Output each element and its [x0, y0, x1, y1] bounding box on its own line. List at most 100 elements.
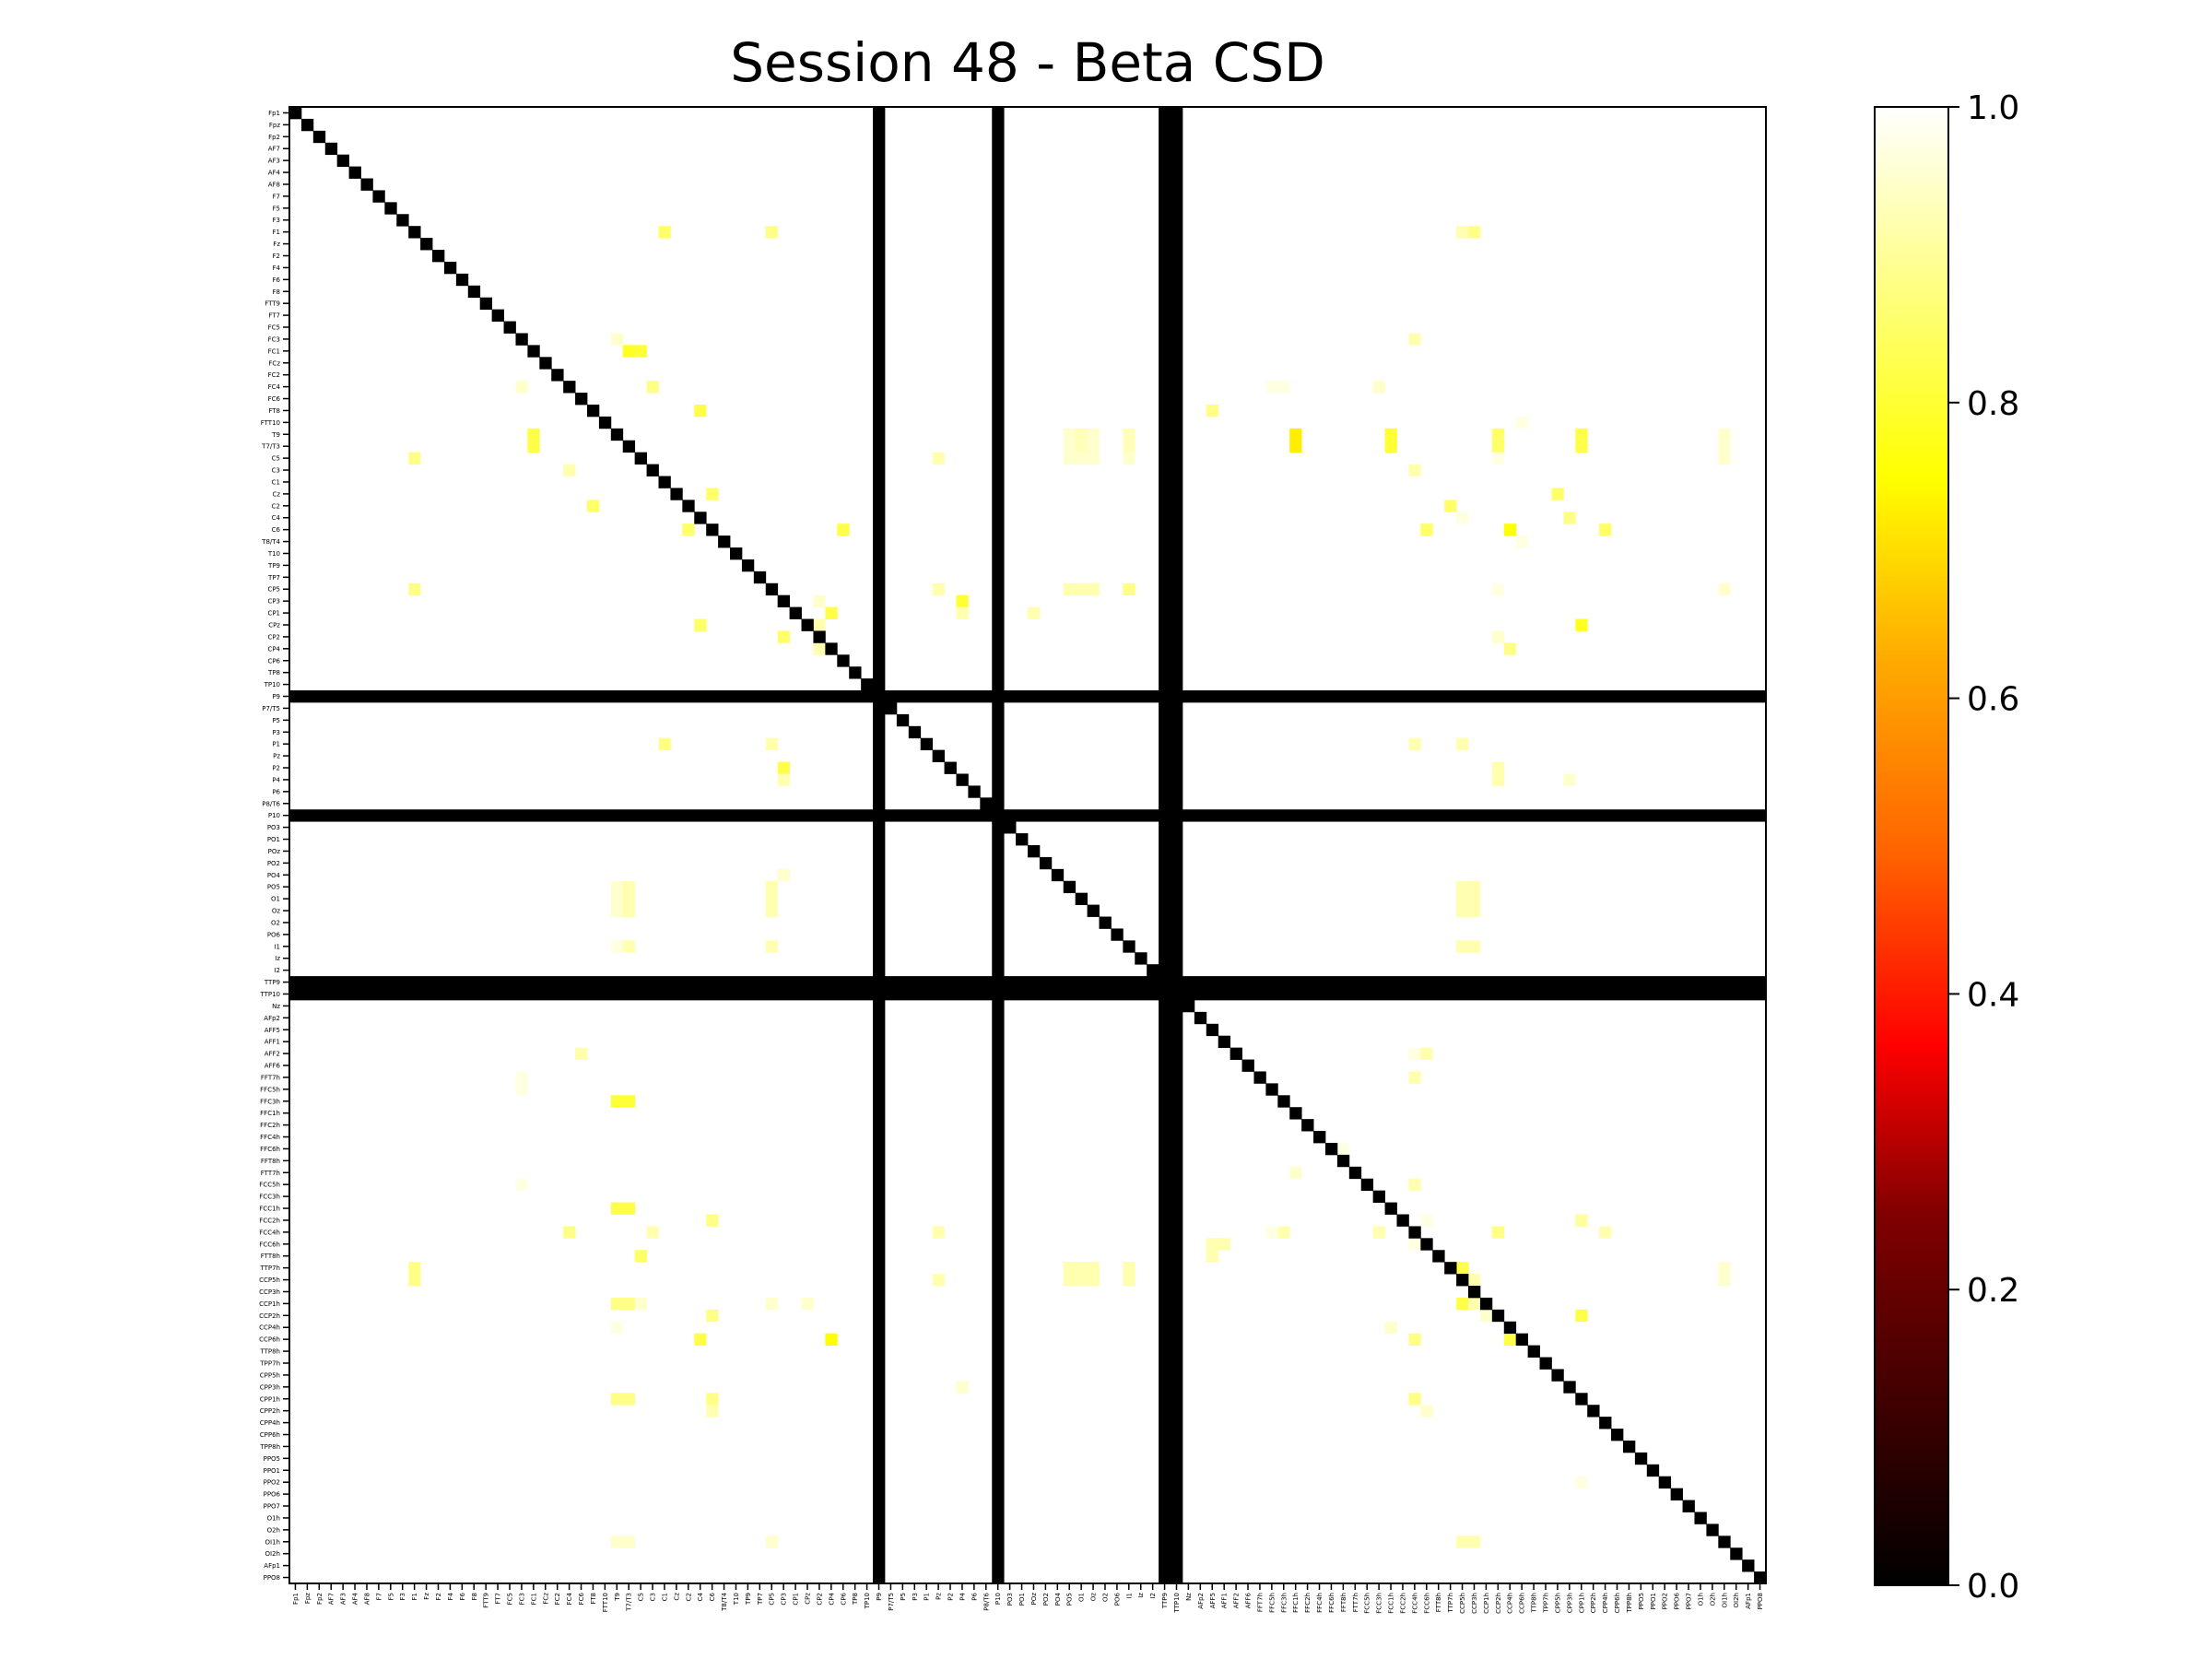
x-tick-label: PO1 [1018, 1593, 1026, 1606]
x-tick-label: T8/T4 [721, 1592, 728, 1611]
x-tick-label: C5 [638, 1593, 645, 1601]
heatmap-cell [1468, 904, 1481, 917]
heatmap-cell [1408, 1333, 1421, 1347]
x-tick-label: AFp2 [1197, 1593, 1205, 1609]
y-tick-label: FCC6h [259, 1241, 280, 1248]
heatmap-cell [1456, 512, 1469, 524]
heatmap-cell [634, 1250, 647, 1263]
heatmap-cell [1075, 1262, 1088, 1275]
x-tick-label: PO6 [1113, 1592, 1121, 1606]
y-tick-label: F6 [273, 276, 281, 284]
y-tick-label: AFp1 [264, 1562, 280, 1570]
heatmap-diagonal-cell [956, 773, 969, 786]
y-tick-label: FC3 [268, 335, 280, 343]
y-tick-label: AFF2 [265, 1051, 280, 1058]
heatmap-diagonal-cell [1503, 1321, 1517, 1335]
heatmap-diagonal-cell [1408, 1226, 1421, 1239]
heatmap-cell [634, 345, 647, 358]
heatmap-diagonal-cell [455, 273, 469, 287]
heatmap-diagonal-cell [801, 618, 814, 631]
colorbar-tick-label: 0.0 [1967, 1568, 2019, 1606]
heatmap-cell [408, 1274, 421, 1287]
heatmap-diagonal-cell [312, 130, 326, 144]
heatmap-cell [706, 1393, 719, 1406]
heatmap-cell [1551, 488, 1564, 500]
y-tick-label: CPP2h [260, 1407, 280, 1415]
zero-column [873, 107, 886, 1583]
heatmap-cell [622, 940, 636, 953]
heatmap-cell [515, 1083, 528, 1096]
y-tick-label: FC2 [268, 371, 280, 379]
zero-row [289, 976, 1766, 989]
heatmap-cell [1420, 524, 1433, 536]
y-tick-label: FC1 [268, 347, 280, 355]
heatmap-diagonal-cell [1016, 833, 1029, 846]
heatmap-diagonal-cell [861, 678, 874, 691]
y-tick-label: FT7 [268, 312, 280, 320]
x-tick-label: TTP7h [1447, 1593, 1454, 1614]
x-tick-label: PPO8 [1757, 1593, 1764, 1609]
x-tick-label: F7 [375, 1593, 382, 1600]
heatmap-diagonal-cell [1241, 1059, 1254, 1072]
heatmap-cell [1372, 381, 1385, 394]
zero-row [289, 988, 1766, 1001]
heatmap-cell [610, 1297, 624, 1311]
y-tick-label: FFC4h [260, 1134, 280, 1141]
y-tick-label: FC6 [268, 395, 281, 403]
y-tick-label: FTT8h [261, 1253, 280, 1260]
heatmap-diagonal-cell [1730, 1547, 1743, 1560]
y-tick-label: I1 [274, 943, 280, 950]
heatmap-cell [1277, 381, 1290, 394]
heatmap-diagonal-cell [1171, 988, 1183, 1001]
heatmap-cell [1456, 904, 1469, 917]
heatmap-cell [1575, 1476, 1588, 1489]
colorbar-tick-label: 1.0 [1967, 89, 2019, 127]
heatmap-cell [1289, 440, 1302, 453]
heatmap-cell [622, 1535, 636, 1548]
x-tick-label: O2h [1709, 1593, 1716, 1606]
heatmap-cell [586, 500, 600, 512]
heatmap-cell [1718, 428, 1731, 441]
y-tick-label: FC5 [268, 324, 280, 332]
heatmap [289, 107, 1767, 1584]
x-tick-label: FFC2h [1304, 1593, 1312, 1613]
zero-column [1159, 107, 1171, 1583]
heatmap-cell [622, 880, 636, 894]
x-tick-label: I1 [1125, 1593, 1133, 1599]
heatmap-cell [515, 1071, 528, 1084]
x-tick-label: FC3 [518, 1593, 525, 1605]
heatmap-cell [765, 737, 779, 751]
heatmap-cell [622, 1202, 636, 1215]
heatmap-cell [622, 345, 636, 358]
heatmap-cell [1372, 1226, 1385, 1239]
heatmap-cell [1408, 1393, 1421, 1406]
x-tick-label: FFC3h [1280, 1593, 1288, 1613]
heatmap-diagonal-cell [1658, 1476, 1672, 1489]
x-tick-label: Cz [673, 1593, 680, 1601]
heatmap-cell [1218, 1238, 1231, 1251]
y-tick-label: F4 [273, 265, 281, 272]
heatmap-cell [1408, 333, 1421, 346]
heatmap-cell [1491, 440, 1505, 453]
y-tick-label: O2h [267, 1526, 280, 1534]
heatmap-cell [1206, 1250, 1219, 1263]
y-tick-label: FFC2h [260, 1122, 280, 1129]
y-tick-label: P8/T6 [262, 800, 280, 807]
y-tick-label: PO6 [267, 931, 281, 938]
heatmap-cell [765, 880, 779, 894]
heatmap-diagonal-cell [479, 297, 493, 311]
heatmap-cell [1456, 1297, 1469, 1311]
y-tick-label: O1 [271, 896, 280, 903]
heatmap-cell [408, 582, 421, 596]
zero-row [289, 809, 1766, 822]
x-tick-label: FT8 [590, 1593, 597, 1605]
heatmap-diagonal-cell [1468, 1286, 1481, 1299]
heatmap-diagonal-cell [634, 452, 647, 465]
heatmap-cell [1063, 440, 1077, 453]
x-tick-label: C4 [697, 1592, 704, 1601]
zero-row [289, 690, 1766, 703]
heatmap-diagonal-cell [849, 666, 862, 679]
x-tick-label: FFC1h [1292, 1593, 1300, 1613]
heatmap-diagonal-cell [670, 488, 683, 500]
y-tick-label: F1 [273, 229, 280, 236]
